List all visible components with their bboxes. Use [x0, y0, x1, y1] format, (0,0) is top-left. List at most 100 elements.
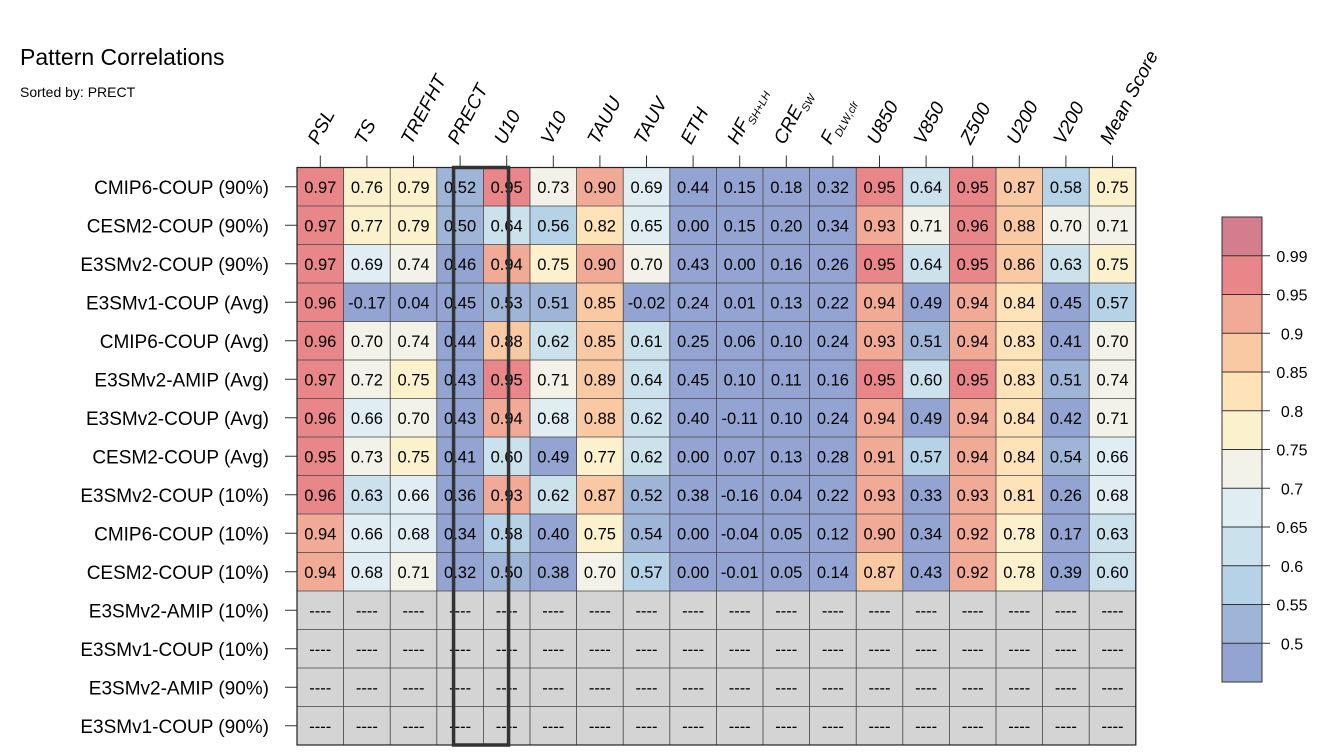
cell-value-label: ----	[309, 641, 331, 659]
cell-value-label: 0.46	[444, 256, 476, 274]
row-label-cmip6-coup-10: CMIP6-COUP (10%)	[94, 524, 269, 545]
heatmap-cell	[1042, 591, 1090, 630]
cell-value-label: 0.57	[1096, 294, 1128, 312]
heatmap-cell	[297, 514, 344, 553]
heatmap-cell	[809, 167, 857, 206]
heatmap-cell	[1042, 167, 1090, 206]
cell-value-label: 0.04	[397, 294, 429, 312]
cell-value-label: ----	[589, 718, 611, 736]
cell-value-label: 0.97	[304, 179, 336, 197]
cell-value-label: 0.88	[491, 333, 523, 351]
heatmap-cell	[483, 398, 530, 437]
colorbar-label: 0.7	[1281, 481, 1303, 498]
cell-value-label: ----	[636, 679, 658, 697]
cell-value-label: 0.84	[1003, 410, 1035, 428]
heatmap-cell	[436, 167, 484, 206]
heatmap-cell	[576, 629, 624, 668]
cell-value-label: 0.91	[863, 448, 895, 466]
cell-value-label: 0.87	[1003, 179, 1035, 197]
cell-value-label: 0.68	[351, 564, 383, 582]
cell-value-label: ----	[915, 718, 937, 736]
cell-value-label: 0.90	[584, 179, 616, 197]
cell-value-label: 0.50	[491, 564, 523, 582]
heatmap-cell	[669, 437, 717, 476]
heatmap-cell	[297, 398, 344, 437]
column-label-psl: PSL	[304, 106, 339, 148]
heatmap-cell	[1042, 360, 1090, 399]
cell-value-label: 0.95	[304, 448, 336, 466]
heatmap-cell	[483, 321, 530, 360]
heatmap-cell	[343, 629, 391, 668]
cell-value-label: 0.71	[537, 371, 569, 389]
heatmap-cell	[483, 629, 530, 668]
cell-value-label: 0.34	[910, 525, 942, 543]
cell-value-label: 0.83	[1003, 333, 1035, 351]
heatmap-cell	[1089, 283, 1136, 322]
heatmap-cell	[902, 244, 950, 283]
cell-value-label: 0.79	[397, 217, 429, 235]
heatmap-cell	[949, 668, 996, 707]
cell-value-label: ----	[496, 679, 518, 697]
cell-value-label: 0.77	[584, 448, 616, 466]
cell-value-label: 0.75	[584, 525, 616, 543]
heatmap-cell	[996, 706, 1043, 745]
cell-value-label: 0.60	[910, 371, 942, 389]
cell-value-label: 0.87	[584, 487, 616, 505]
cell-value-label: 0.49	[910, 410, 942, 428]
heatmap-cell	[856, 475, 903, 514]
heatmap-cell	[1089, 706, 1136, 745]
heatmap-cell	[1042, 668, 1090, 707]
heatmap-cell	[949, 552, 996, 591]
row-label-cesm2-coup-avg: CESM2-COUP (Avg)	[92, 447, 269, 468]
heatmap-cell	[390, 398, 437, 437]
cell-value-label: 0.74	[397, 333, 429, 351]
cell-value-label: 0.22	[817, 487, 849, 505]
cell-value-label: 0.07	[724, 448, 756, 466]
heatmap-cell	[623, 167, 670, 206]
cell-value-label: ----	[1008, 602, 1030, 620]
heatmap-cell	[716, 437, 763, 476]
heatmap-cell	[436, 514, 484, 553]
row-label-e3smv1-coup-90: E3SMv1-COUP (90%)	[80, 717, 269, 738]
cell-value-label: 0.13	[770, 448, 802, 466]
cell-value-label: ----	[636, 641, 658, 659]
cell-value-label: 0.95	[863, 256, 895, 274]
heatmap-cell	[949, 475, 996, 514]
cell-value-label: 0.57	[910, 448, 942, 466]
heatmap-cell	[297, 591, 344, 630]
cell-value-label: 0.85	[584, 294, 616, 312]
cell-value-label: 0.17	[1050, 525, 1082, 543]
heatmap-cell	[949, 437, 996, 476]
heatmap-cell	[297, 283, 344, 322]
heatmap-cell	[436, 591, 484, 630]
cell-value-label: ----	[822, 718, 844, 736]
cell-value-label: 0.53	[491, 294, 523, 312]
cell-value-label: 0.39	[1050, 564, 1082, 582]
cell-value-label: 0.11	[771, 371, 802, 389]
cell-value-label: 0.95	[957, 371, 989, 389]
cell-value-label: 0.93	[863, 217, 895, 235]
cell-value-label: 0.42	[1050, 410, 1082, 428]
heatmap-cell	[343, 437, 391, 476]
heatmap-cell	[669, 591, 717, 630]
heatmap-cell	[809, 591, 857, 630]
cell-value-label: 0.96	[304, 410, 336, 428]
cell-value-label: 0.04	[770, 487, 802, 505]
heatmap-cell	[949, 398, 996, 437]
cell-value-label: 0.44	[677, 179, 709, 197]
colorbar-segment	[1222, 527, 1262, 566]
heatmap-cell	[530, 437, 577, 476]
heatmap-cell	[483, 360, 530, 399]
heatmap-cell	[763, 552, 810, 591]
cell-value-label: 0.78	[1003, 564, 1035, 582]
heatmap-cell	[996, 591, 1043, 630]
cell-value-label: 0.54	[1050, 448, 1082, 466]
column-label-prect: PRECT	[444, 80, 493, 148]
heatmap-cell	[996, 206, 1043, 245]
heatmap-cell	[763, 591, 810, 630]
cell-value-label: ----	[496, 602, 518, 620]
column-label-v10: V10	[537, 108, 572, 148]
cell-value-label: 0.58	[491, 525, 523, 543]
heatmap-cell	[297, 167, 344, 206]
heatmap-cell	[483, 706, 530, 745]
